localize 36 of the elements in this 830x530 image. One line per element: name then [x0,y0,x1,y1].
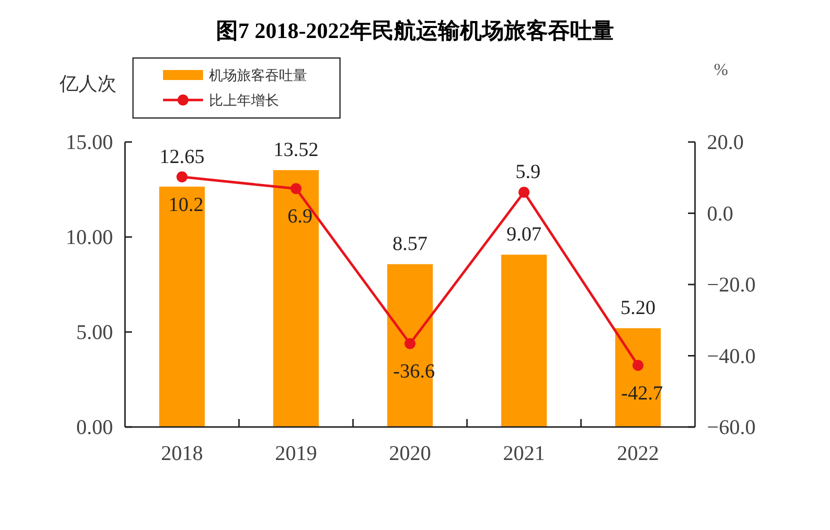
data-label: 12.65 [160,146,204,168]
data-label: 9.07 [506,224,542,246]
y2-tick-label: −60.0 [707,415,756,439]
point [176,171,188,182]
y2-tick-label: 20.0 [707,130,744,154]
bar [159,186,205,427]
data-label: 8.57 [392,233,428,256]
x-tick-label: 2022 [617,441,659,465]
y2-tick-label: 0.0 [707,201,734,226]
y-tick-label: 15.00 [66,130,113,154]
point [404,338,416,350]
bar [501,254,547,427]
data-label: 10.2 [168,194,204,216]
legend-label: 比上年增长 [209,93,279,109]
data-label: 6.9 [288,206,312,228]
y-axis-title: 亿人次 [58,74,116,95]
data-label: 5.9 [516,161,540,184]
x-tick-label: 2021 [503,441,545,465]
bar [273,170,319,427]
x-tick-label: 2020 [389,441,431,465]
y-tick-label: 10.00 [66,225,113,249]
y-tick-label: 5.00 [76,320,113,344]
legend-label: 机场旅客吞吐量 [209,68,307,84]
point [632,360,644,371]
y2-tick-label: −20.0 [707,272,756,296]
data-label: 5.20 [620,297,656,320]
chart-title: 图7 2018-2022年民航运输机场旅客吞吐量 [216,18,614,43]
bar [387,264,433,427]
y2-axis-title: % [714,60,728,79]
y2-tick-label: −40.0 [707,344,756,368]
x-tick-label: 2018 [161,441,203,465]
point [518,186,530,198]
point [290,183,302,194]
data-label: 13.52 [274,139,318,162]
x-tick-label: 2019 [275,441,317,465]
y-tick-label: 0.00 [76,415,113,439]
